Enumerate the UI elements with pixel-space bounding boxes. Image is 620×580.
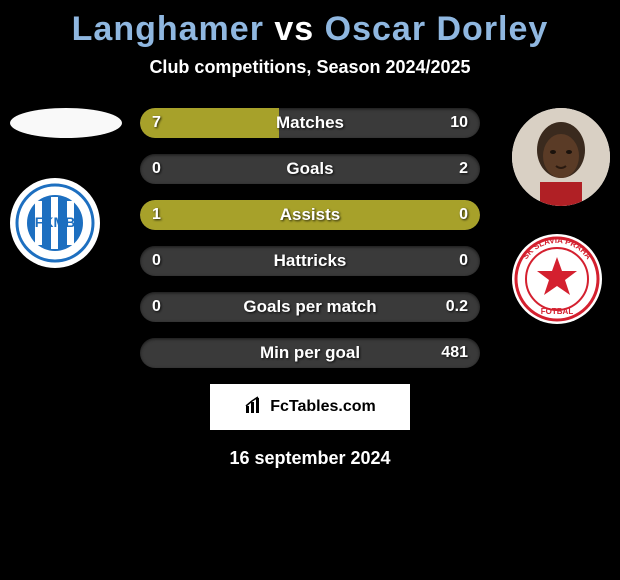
stat-value-right: 0 — [459, 246, 468, 276]
left-player-avatar — [10, 108, 122, 138]
right-club-badge: SK SLAVIA PRAHA FOTBAL — [512, 234, 602, 324]
stat-row: 7Matches10 — [140, 108, 480, 138]
stat-row: 0Hattricks0 — [140, 246, 480, 276]
svg-text:FKMB: FKMB — [35, 214, 75, 230]
stat-label: Goals per match — [140, 292, 480, 322]
stat-value-right: 0.2 — [446, 292, 468, 322]
stat-value-right: 2 — [459, 154, 468, 184]
stat-row: 0Goals2 — [140, 154, 480, 184]
svg-text:FOTBAL: FOTBAL — [541, 307, 574, 316]
brand-text: FcTables.com — [270, 398, 376, 416]
vs-text: vs — [274, 10, 314, 48]
stat-value-right: 10 — [450, 108, 468, 138]
stat-bars: 7Matches100Goals21Assists00Hattricks00Go… — [140, 108, 480, 368]
left-club-badge: FKMB — [10, 178, 100, 268]
stat-row: 1Assists0 — [140, 200, 480, 230]
stat-label: Hattricks — [140, 246, 480, 276]
stat-value-right: 0 — [459, 200, 468, 230]
right-player-column: SK SLAVIA PRAHA FOTBAL — [512, 108, 610, 324]
brand-footer: FcTables.com — [210, 384, 410, 430]
brand-icon — [244, 395, 264, 420]
stat-label: Goals — [140, 154, 480, 184]
stat-row: Min per goal481 — [140, 338, 480, 368]
right-player-avatar-icon — [512, 108, 610, 206]
stat-value-right: 481 — [441, 338, 468, 368]
stat-label: Min per goal — [140, 338, 480, 368]
left-player-column: FKMB — [10, 108, 122, 268]
left-club-badge-icon: FKMB — [15, 183, 95, 263]
player-right-name: Oscar Dorley — [325, 10, 549, 48]
footer-date: 16 september 2024 — [0, 448, 620, 469]
comparison-content: FKMB SK SLAVIA PRAHA — [0, 108, 620, 368]
comparison-title: Langhamer vs Oscar Dorley — [0, 0, 620, 49]
stat-label: Assists — [140, 200, 480, 230]
right-player-avatar — [512, 108, 610, 206]
player-left-name: Langhamer — [72, 10, 264, 48]
season-subtitle: Club competitions, Season 2024/2025 — [0, 57, 620, 78]
stat-row: 0Goals per match0.2 — [140, 292, 480, 322]
stat-label: Matches — [140, 108, 480, 138]
right-club-badge-icon: SK SLAVIA PRAHA FOTBAL — [514, 236, 600, 322]
